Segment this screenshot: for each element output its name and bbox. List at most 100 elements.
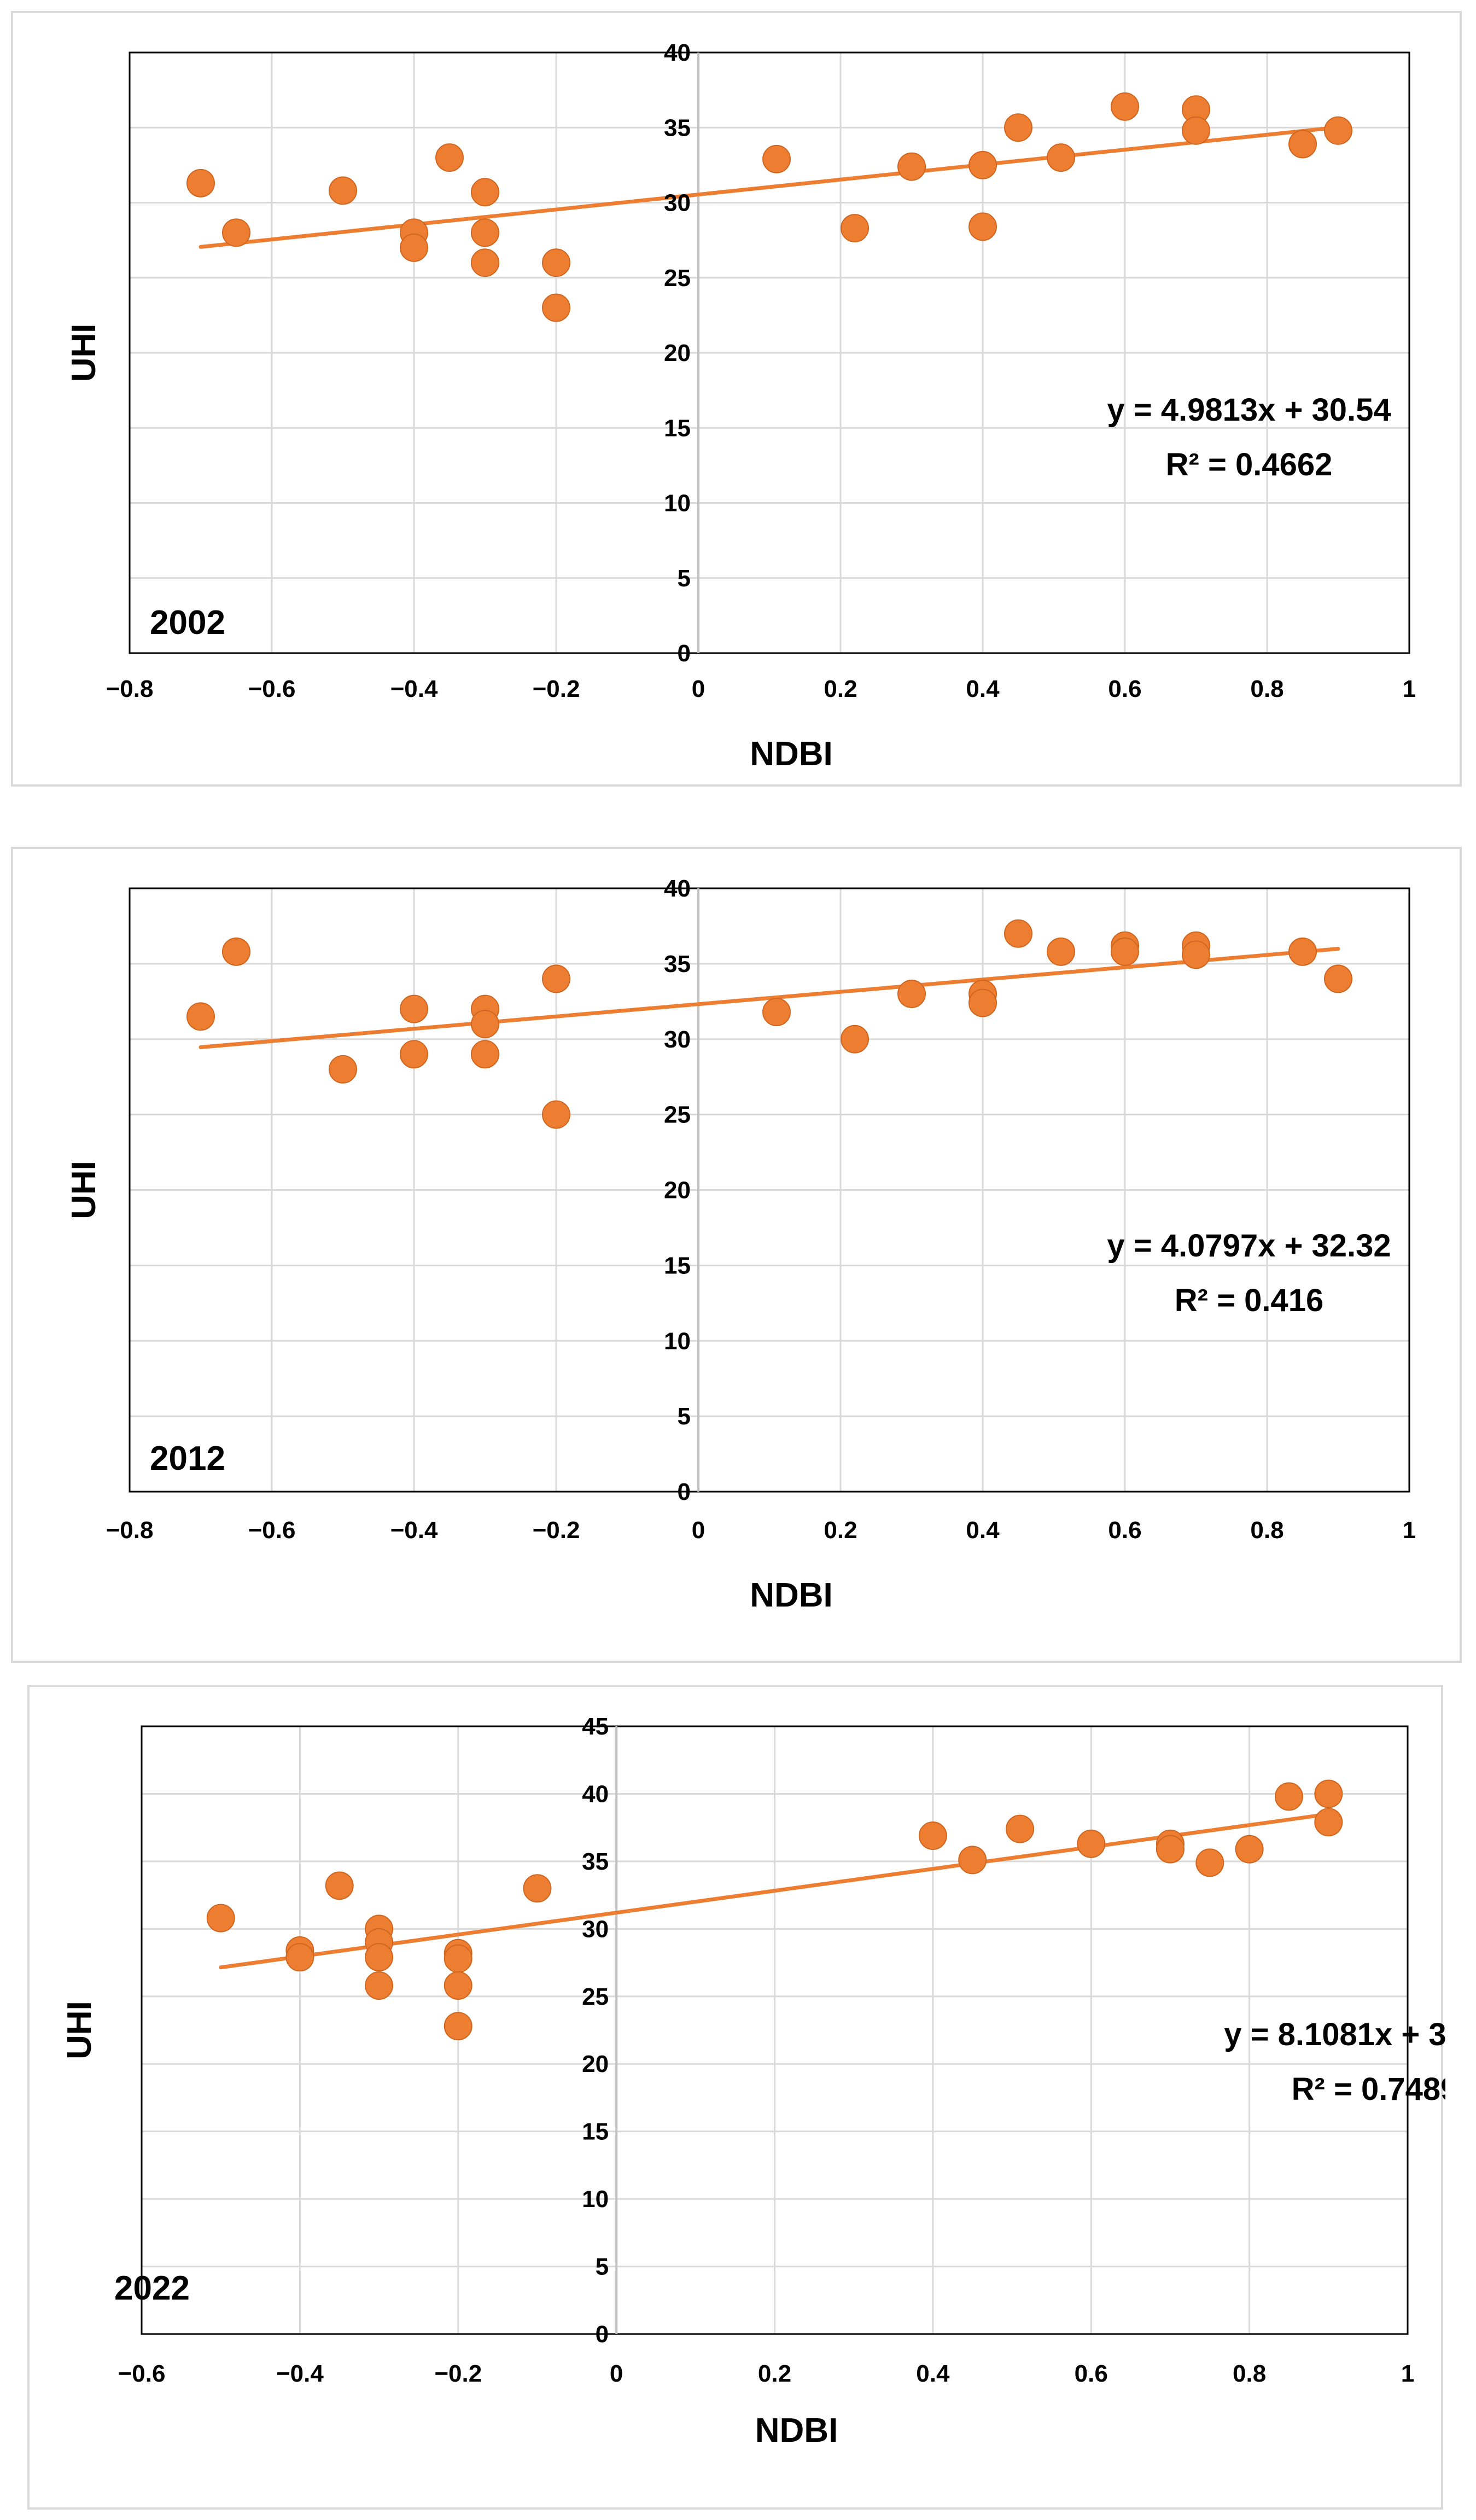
chart-panel-2012: −0.8 −0.6 −0.4 −0.2 0 0.2 0.4 0.6 0.8 1 0 5 10 15 20 25… (11, 847, 1462, 1663)
data-point (1324, 964, 1352, 993)
x-tick-label: −0.6 (118, 2360, 166, 2387)
x-axis-title: NDBI (755, 2412, 838, 2449)
data-point (969, 150, 997, 179)
y-tick-label: 45 (582, 1713, 609, 1740)
x-tick-label: 0.6 (1075, 2360, 1108, 2387)
x-tick-label: 0.6 (1108, 676, 1141, 702)
data-point (1288, 937, 1317, 966)
data-point (222, 218, 250, 247)
data-point (444, 1971, 472, 2000)
y-tick-label: 30 (664, 190, 691, 217)
x-tick-label: −0.6 (248, 1517, 296, 1544)
data-point (1004, 919, 1032, 948)
y-tick-label: 40 (664, 875, 691, 902)
scatter-chart-2002: −0.8 −0.6 −0.4 −0.2 0 0.2 0.4 0.6 0.8 10510152025… (65, 39, 1416, 773)
y-tick-label: 35 (664, 114, 691, 141)
data-point (471, 218, 499, 247)
x-tick-label: −0.2 (533, 1517, 580, 1544)
data-point (186, 1002, 215, 1031)
y-axis-title: UHI (65, 324, 103, 382)
data-point (1195, 1848, 1224, 1877)
trend-equation: y = 4.9813x + 30.54 (1107, 392, 1391, 428)
data-point (329, 176, 357, 205)
x-tick-label: −0.4 (390, 1517, 438, 1544)
y-tick-label: 5 (596, 2254, 609, 2280)
y-tick-label: 15 (582, 2119, 609, 2145)
data-point (1006, 1814, 1035, 1843)
data-point (542, 1100, 570, 1129)
r-squared-label: R² = 0.4662 (1166, 447, 1333, 482)
y-tick-label: 30 (582, 1916, 609, 1942)
data-point (400, 1040, 428, 1069)
y-tick-label: 25 (664, 1102, 691, 1128)
data-point (523, 1874, 552, 1903)
data-point (1324, 116, 1352, 145)
y-tick-label: 35 (582, 1848, 609, 1875)
x-tick-label: 0.8 (1250, 1517, 1284, 1544)
data-point (1182, 116, 1210, 145)
chart-panel-2002: −0.8 −0.6 −0.4 −0.2 0 0.2 0.4 0.6 0.8 1 0 5 10 15 20 25… (11, 11, 1462, 787)
year-label: 2002 (150, 604, 225, 642)
x-tick-label: 0.4 (966, 1517, 1000, 1544)
x-tick-label: 1 (1403, 676, 1416, 702)
y-tick-label: 15 (664, 1252, 691, 1279)
data-point (444, 2012, 472, 2041)
data-point (1047, 937, 1075, 966)
y-tick-label: 35 (664, 951, 691, 977)
data-point (471, 178, 499, 207)
x-tick-label: 0 (610, 2360, 623, 2387)
data-point (1156, 1835, 1185, 1864)
data-point (1004, 113, 1032, 142)
data-point (897, 152, 926, 181)
y-tick-label: 5 (678, 565, 691, 592)
y-axis-title: UHI (65, 1161, 103, 1219)
plot-frame (141, 1725, 1409, 2335)
y-axis-title: UHI (61, 2001, 98, 2059)
data-point (471, 1040, 499, 1069)
data-point (542, 248, 570, 277)
y-tick-label: 5 (678, 1403, 691, 1430)
data-point (542, 293, 570, 322)
data-point (400, 233, 428, 262)
scatter-chart-2022: −0.6 −0.4 −0.2 0 0.2 0.4 0.6 0.8 105101520253035… (61, 1713, 1445, 2449)
data-point (1274, 1782, 1303, 1811)
x-tick-label: 1 (1403, 1517, 1416, 1544)
data-point (762, 998, 791, 1027)
data-point (365, 1943, 394, 1972)
x-tick-label: 0.4 (966, 676, 1000, 702)
x-tick-label: 1 (1401, 2360, 1414, 2387)
year-label: 2022 (114, 2269, 190, 2307)
y-tick-label: 40 (664, 39, 691, 66)
data-point (285, 1943, 314, 1972)
data-point (1288, 130, 1317, 159)
y-tick-label: 10 (664, 490, 691, 517)
data-point (186, 168, 215, 197)
y-tick-label: 10 (664, 1328, 691, 1354)
trend-equation: y = 8.1081x + 31.201 (1224, 2017, 1445, 2052)
data-point (329, 1055, 357, 1084)
chart-panel-2022: −0.6 −0.4 −0.2 0 0.2 0.4 0.6 0.8 1 0 5 10 15 20 25 30 35… (27, 1685, 1445, 2510)
data-point (542, 964, 570, 993)
y-tick-label: 0 (678, 1479, 691, 1505)
data-point (1111, 937, 1139, 966)
y-tick-label: 25 (582, 1983, 609, 2010)
data-point (897, 980, 926, 1009)
data-point (435, 143, 464, 172)
x-tick-label: −0.8 (106, 676, 154, 702)
data-point (762, 144, 791, 173)
y-tick-label: 20 (582, 2051, 609, 2077)
data-point (206, 1904, 235, 1933)
x-tick-label: 0.6 (1108, 1517, 1141, 1544)
data-point (325, 1871, 354, 1900)
data-point (918, 1821, 947, 1850)
data-point (400, 994, 428, 1023)
trendline (199, 125, 1340, 249)
plot-frame (129, 887, 1410, 1493)
data-point (1182, 940, 1210, 969)
data-point (444, 1944, 472, 1973)
x-tick-label: −0.4 (276, 2360, 324, 2387)
x-tick-label: 0.8 (1250, 676, 1284, 702)
scatter-chart-2012: −0.8 −0.6 −0.4 −0.2 0 0.2 0.4 0.6 0.8 10510152025… (65, 875, 1416, 1614)
y-tick-label: 20 (664, 340, 691, 366)
x-tick-label: −0.2 (434, 2360, 482, 2387)
